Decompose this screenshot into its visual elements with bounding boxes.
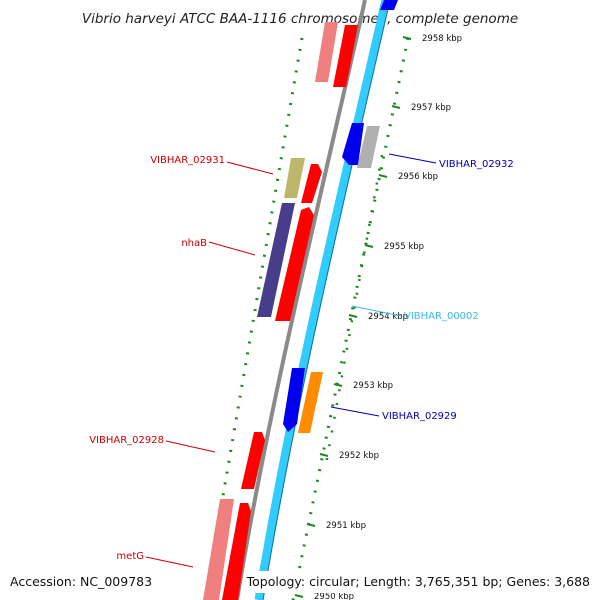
tick-mark [333,383,343,387]
leader-vibhar-00002 [351,305,402,317]
gene-vibhar-02932-gray [357,126,380,168]
tick-mark [378,174,388,178]
footer-left-bg [0,571,158,593]
gene-nhab-red [275,207,314,321]
leader-vibhar-02932 [388,153,437,164]
backbone-forward-edge [262,0,391,600]
label-vibhar-02929[interactable]: VIBHAR_02929 [382,411,457,422]
gene-vibhar-02928-red [241,432,265,489]
label-nhab[interactable]: nhaB [181,238,207,249]
backbone [235,0,391,600]
tick-label: 2951 kbp [326,521,366,531]
gc-inner-dotted-line [323,154,384,471]
gene-label-lines [145,153,437,568]
tick-label: 2954 kbp [368,312,408,322]
gene-vibhar-02932-blue [342,123,364,165]
gc-content-outline [203,37,410,600]
gene-vibhar-02929-orange [298,372,323,433]
gene-vibhar-02929-blue [283,368,305,432]
gc-right-dotted-line [291,37,410,600]
gene-reverse-top-pink [315,22,338,82]
tick-label: 2953 kbp [353,381,393,391]
leader-nhab [208,241,256,256]
label-vibhar-02931[interactable]: VIBHAR_02931 [150,155,225,166]
tick-mark [294,594,304,598]
label-vibhar-02932[interactable]: VIBHAR_02932 [439,159,514,170]
tick-mark [306,523,316,527]
gene-metg-red [222,503,251,600]
gene-forward-top-blue [380,0,398,10]
gene-nhab-slate [257,203,295,317]
summary-text: Topology: circular; Length: 3,765,351 bp… [246,574,590,589]
label-vibhar-00002[interactable]: VIBHAR_00002 [404,311,479,322]
label-vibhar-02928[interactable]: VIBHAR_02928 [89,435,164,446]
tick-mark [391,105,401,109]
footer-right-bg [256,571,594,593]
tick-label: 2952 kbp [339,451,379,461]
reverse-genes [203,22,358,600]
tick-label: 2957 kbp [411,103,451,113]
map-title: Vibrio harveyi ATCC BAA-1116 chromosome … [82,11,518,27]
gene-vibhar-02931-red [301,164,322,203]
tick-mark [364,244,374,248]
tick-mark [319,453,329,457]
tick-marks: 2958 kbp 2957 kbp 2956 kbp 2955 kbp 2954 kbp… [294,34,462,600]
tick-label: 2955 kbp [384,242,424,252]
leader-vibhar-02928 [165,440,216,453]
label-metg[interactable]: metG [116,551,144,562]
accession-text: Accession: NC_009783 [10,574,152,589]
tick-label: 2956 kbp [398,172,438,182]
tick-mark [402,36,412,40]
leader-vibhar-02931 [226,161,274,175]
backbone-forward-strand [254,0,391,600]
forward-genes [283,0,398,433]
leader-vibhar-02929 [330,406,380,417]
gene-metg-pink [203,499,234,600]
gene-reverse-top-red [333,25,358,87]
tick-label: 2958 kbp [422,34,462,44]
tick-mark [348,314,358,318]
leader-metg [145,556,194,568]
gene-labels: VIBHAR_02932 VIBHAR_02931 nhaB VIBHAR_00… [89,155,514,562]
tick-label: 2950 kbp [314,592,354,600]
gene-vibhar-02931-olive [284,158,305,198]
